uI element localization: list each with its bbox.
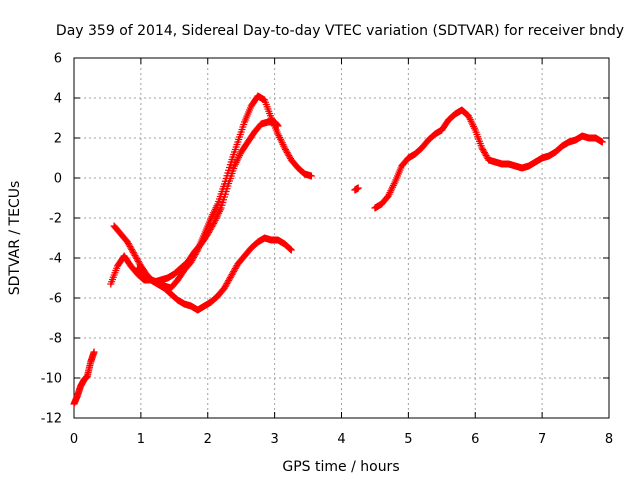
x-tick-label: 8 — [605, 432, 613, 447]
series-track-c — [110, 118, 282, 286]
chart-title: Day 359 of 2014, Sidereal Day-to-day VTE… — [56, 23, 624, 39]
data-point — [226, 274, 234, 281]
data-point — [130, 250, 138, 258]
data-point — [478, 144, 486, 152]
data-point — [210, 220, 218, 227]
x-axis-label: GPS time / hours — [282, 459, 399, 475]
data-point — [222, 281, 230, 289]
data-point — [223, 280, 231, 287]
x-tick-label: 1 — [137, 432, 145, 447]
data-point — [126, 243, 134, 250]
series-track-a — [70, 348, 98, 408]
data-point — [283, 149, 291, 156]
data-point — [132, 253, 140, 261]
data-point — [282, 147, 290, 155]
data-point — [229, 269, 237, 277]
data-point — [206, 226, 214, 233]
data-point — [287, 245, 295, 253]
data-point — [90, 348, 98, 356]
x-tick-label: 4 — [337, 432, 345, 447]
x-tick-label: 7 — [538, 432, 546, 447]
data-point — [129, 247, 137, 255]
data-point — [479, 146, 487, 153]
data-point — [285, 152, 293, 159]
y-tick-label: -2 — [49, 212, 62, 227]
data-point — [480, 149, 488, 156]
data-point — [207, 224, 215, 232]
x-tick-label: 5 — [404, 432, 412, 447]
data-point — [281, 146, 289, 153]
data-point — [225, 275, 233, 283]
data-point — [284, 150, 292, 158]
series-track-e — [351, 184, 362, 194]
data-point — [133, 255, 141, 262]
y-tick-label: 2 — [54, 132, 62, 147]
data-point — [227, 272, 235, 280]
grid-lines — [74, 58, 609, 418]
x-axis: 0 1 2 3 4 5 6 7 8 — [70, 58, 613, 447]
y-axis: 6 4 2 0 -2 -4 -6 -8 -10 -12 — [41, 52, 609, 427]
x-tick-label: 6 — [471, 432, 479, 447]
data-point — [128, 246, 136, 253]
data-point — [209, 221, 217, 229]
data-point — [224, 278, 232, 286]
data-point — [231, 266, 238, 274]
data-point — [274, 122, 282, 130]
data-point — [205, 227, 213, 235]
y-tick-label: 4 — [54, 92, 62, 107]
data-point — [286, 153, 294, 161]
data-point — [482, 152, 490, 159]
data-point — [204, 230, 212, 238]
data-point — [134, 258, 142, 265]
data-point — [125, 241, 133, 249]
x-tick-label: 2 — [204, 432, 212, 447]
data-point — [232, 263, 240, 271]
data-points — [70, 92, 606, 408]
data-point — [480, 147, 488, 155]
y-tick-label: 0 — [54, 172, 62, 187]
y-tick-label: -6 — [49, 292, 62, 307]
data-point — [307, 172, 315, 180]
x-tick-label: 3 — [270, 432, 278, 447]
data-point — [131, 252, 139, 259]
data-point — [286, 245, 294, 252]
data-point — [124, 238, 131, 246]
y-tick-label: -8 — [49, 332, 62, 347]
y-tick-label: -4 — [49, 252, 62, 267]
data-point — [129, 249, 137, 256]
data-point — [220, 284, 228, 292]
y-tick-label: -10 — [41, 372, 62, 387]
data-point — [225, 277, 233, 284]
data-point — [208, 223, 216, 230]
data-point — [287, 246, 295, 254]
data-point — [221, 283, 229, 290]
y-tick-label: 6 — [54, 52, 62, 67]
data-point — [354, 184, 362, 192]
data-point — [134, 256, 142, 264]
data-point — [231, 265, 239, 272]
data-point — [205, 229, 213, 236]
series-track-f — [371, 106, 606, 212]
data-point — [127, 244, 135, 252]
data-point — [481, 150, 489, 158]
data-point — [124, 240, 132, 247]
data-point — [598, 138, 606, 146]
y-tick-label: -12 — [41, 412, 62, 427]
x-tick-label: 0 — [70, 432, 78, 447]
data-point — [228, 271, 236, 278]
data-point — [230, 268, 238, 275]
y-axis-label: SDTVAR / TECUs — [7, 181, 23, 296]
data-point — [135, 259, 143, 267]
series-track-d — [134, 234, 295, 314]
data-point — [281, 144, 289, 152]
